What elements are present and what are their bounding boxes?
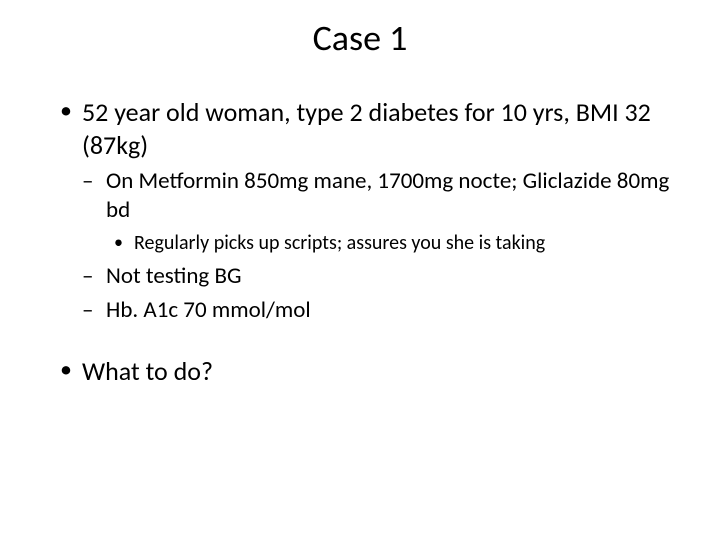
slide-container: Case 1 52 year old woman, type 2 diabete… (0, 0, 720, 540)
bullet-level2: Not testing BG (82, 262, 680, 291)
bullet-level1: What to do? (60, 355, 680, 388)
bullet-level1: 52 year old woman, type 2 diabetes for 1… (60, 96, 680, 161)
bullet-level2: On Metformin 850mg mane, 1700mg nocte; G… (82, 167, 680, 225)
bullet-level3: Regularly picks up scripts; assures you … (114, 231, 680, 256)
spacer (60, 327, 680, 355)
slide-title: Case 1 (40, 16, 680, 60)
bullet-level2: Hb. A1c 70 mmol/mol (82, 296, 680, 325)
bullet-list: 52 year old woman, type 2 diabetes for 1… (40, 96, 680, 388)
